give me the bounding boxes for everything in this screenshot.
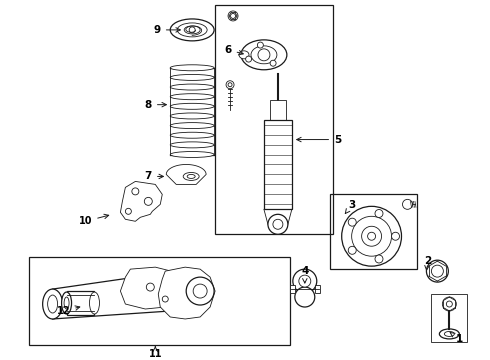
Circle shape (402, 199, 413, 209)
Circle shape (228, 83, 232, 87)
Text: 6: 6 (224, 45, 243, 55)
Ellipse shape (170, 113, 214, 119)
Ellipse shape (43, 289, 63, 319)
Ellipse shape (184, 26, 200, 34)
Circle shape (147, 283, 154, 291)
Text: 12: 12 (57, 306, 80, 316)
Bar (270, 100, 286, 120)
Text: 7: 7 (145, 171, 163, 181)
Ellipse shape (170, 19, 214, 41)
Circle shape (268, 214, 288, 234)
Text: 5: 5 (297, 135, 342, 145)
Circle shape (392, 232, 399, 240)
Circle shape (245, 56, 251, 62)
Ellipse shape (170, 75, 214, 80)
Ellipse shape (187, 175, 195, 179)
Polygon shape (315, 285, 320, 293)
Circle shape (189, 27, 195, 33)
Circle shape (162, 296, 168, 302)
Circle shape (145, 197, 152, 205)
Circle shape (375, 210, 383, 217)
Polygon shape (121, 181, 162, 221)
Ellipse shape (170, 94, 214, 100)
Ellipse shape (90, 292, 99, 314)
Ellipse shape (170, 123, 214, 129)
Circle shape (231, 13, 236, 18)
Circle shape (132, 188, 139, 195)
Polygon shape (166, 165, 206, 184)
Ellipse shape (170, 152, 214, 157)
Circle shape (228, 11, 238, 21)
Ellipse shape (170, 132, 214, 138)
Circle shape (257, 42, 263, 48)
Text: 1: 1 (450, 333, 463, 344)
Ellipse shape (440, 329, 459, 339)
Circle shape (258, 49, 270, 61)
Circle shape (368, 232, 375, 240)
Text: 4: 4 (301, 266, 309, 283)
Bar (29, 257, 290, 345)
Ellipse shape (444, 332, 454, 337)
Text: 8: 8 (145, 100, 167, 110)
Ellipse shape (239, 51, 249, 59)
Polygon shape (290, 285, 295, 293)
Ellipse shape (170, 65, 214, 71)
Ellipse shape (48, 295, 58, 313)
Circle shape (442, 297, 456, 311)
Ellipse shape (241, 40, 287, 70)
Circle shape (375, 255, 383, 263)
Circle shape (186, 277, 214, 305)
Circle shape (348, 218, 356, 226)
Circle shape (342, 206, 401, 266)
Text: 11: 11 (148, 346, 162, 359)
Circle shape (446, 301, 452, 307)
Bar (330, 194, 417, 269)
Circle shape (295, 287, 315, 307)
Circle shape (362, 226, 382, 246)
Circle shape (273, 219, 283, 229)
Circle shape (431, 265, 443, 277)
Circle shape (299, 275, 311, 287)
Ellipse shape (64, 297, 69, 309)
Polygon shape (158, 267, 215, 319)
Ellipse shape (251, 46, 277, 64)
Text: 2: 2 (424, 256, 431, 270)
Circle shape (226, 81, 234, 89)
Text: 9: 9 (154, 25, 180, 35)
Circle shape (348, 246, 356, 254)
Text: 3: 3 (345, 201, 355, 213)
Polygon shape (121, 267, 185, 309)
Circle shape (193, 284, 207, 298)
Circle shape (352, 216, 392, 256)
Bar (67, 291, 95, 315)
Circle shape (293, 269, 317, 293)
Ellipse shape (177, 23, 207, 37)
Bar (264, 120, 292, 209)
Bar (431, 294, 467, 342)
Ellipse shape (170, 84, 214, 90)
Circle shape (426, 260, 448, 282)
Ellipse shape (62, 292, 72, 314)
Circle shape (270, 60, 276, 66)
Text: 10: 10 (79, 214, 109, 226)
Ellipse shape (170, 142, 214, 148)
Circle shape (125, 208, 131, 214)
Bar (215, 5, 333, 234)
Ellipse shape (183, 172, 199, 180)
Ellipse shape (170, 103, 214, 109)
